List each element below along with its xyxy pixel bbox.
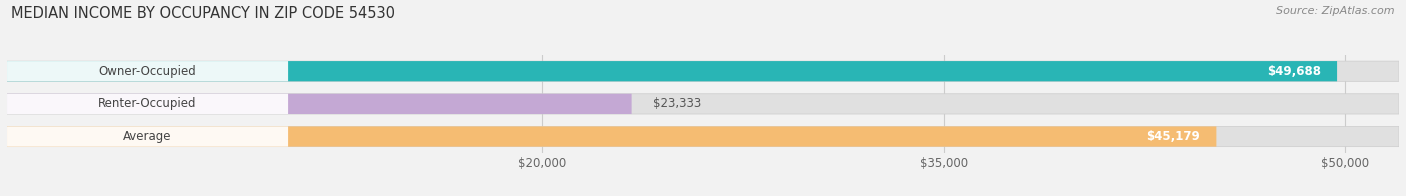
FancyBboxPatch shape — [7, 94, 288, 114]
FancyBboxPatch shape — [7, 61, 1337, 81]
FancyBboxPatch shape — [7, 61, 1399, 81]
Text: $45,179: $45,179 — [1146, 130, 1201, 143]
FancyBboxPatch shape — [7, 126, 288, 147]
Text: $49,688: $49,688 — [1267, 65, 1322, 78]
Text: Owner-Occupied: Owner-Occupied — [98, 65, 197, 78]
Text: Renter-Occupied: Renter-Occupied — [98, 97, 197, 110]
FancyBboxPatch shape — [7, 94, 631, 114]
FancyBboxPatch shape — [7, 94, 1399, 114]
Text: Average: Average — [124, 130, 172, 143]
FancyBboxPatch shape — [7, 126, 1399, 147]
FancyBboxPatch shape — [7, 126, 1216, 147]
Text: Source: ZipAtlas.com: Source: ZipAtlas.com — [1277, 6, 1395, 16]
FancyBboxPatch shape — [7, 61, 288, 81]
Text: $23,333: $23,333 — [652, 97, 702, 110]
Text: MEDIAN INCOME BY OCCUPANCY IN ZIP CODE 54530: MEDIAN INCOME BY OCCUPANCY IN ZIP CODE 5… — [11, 6, 395, 21]
